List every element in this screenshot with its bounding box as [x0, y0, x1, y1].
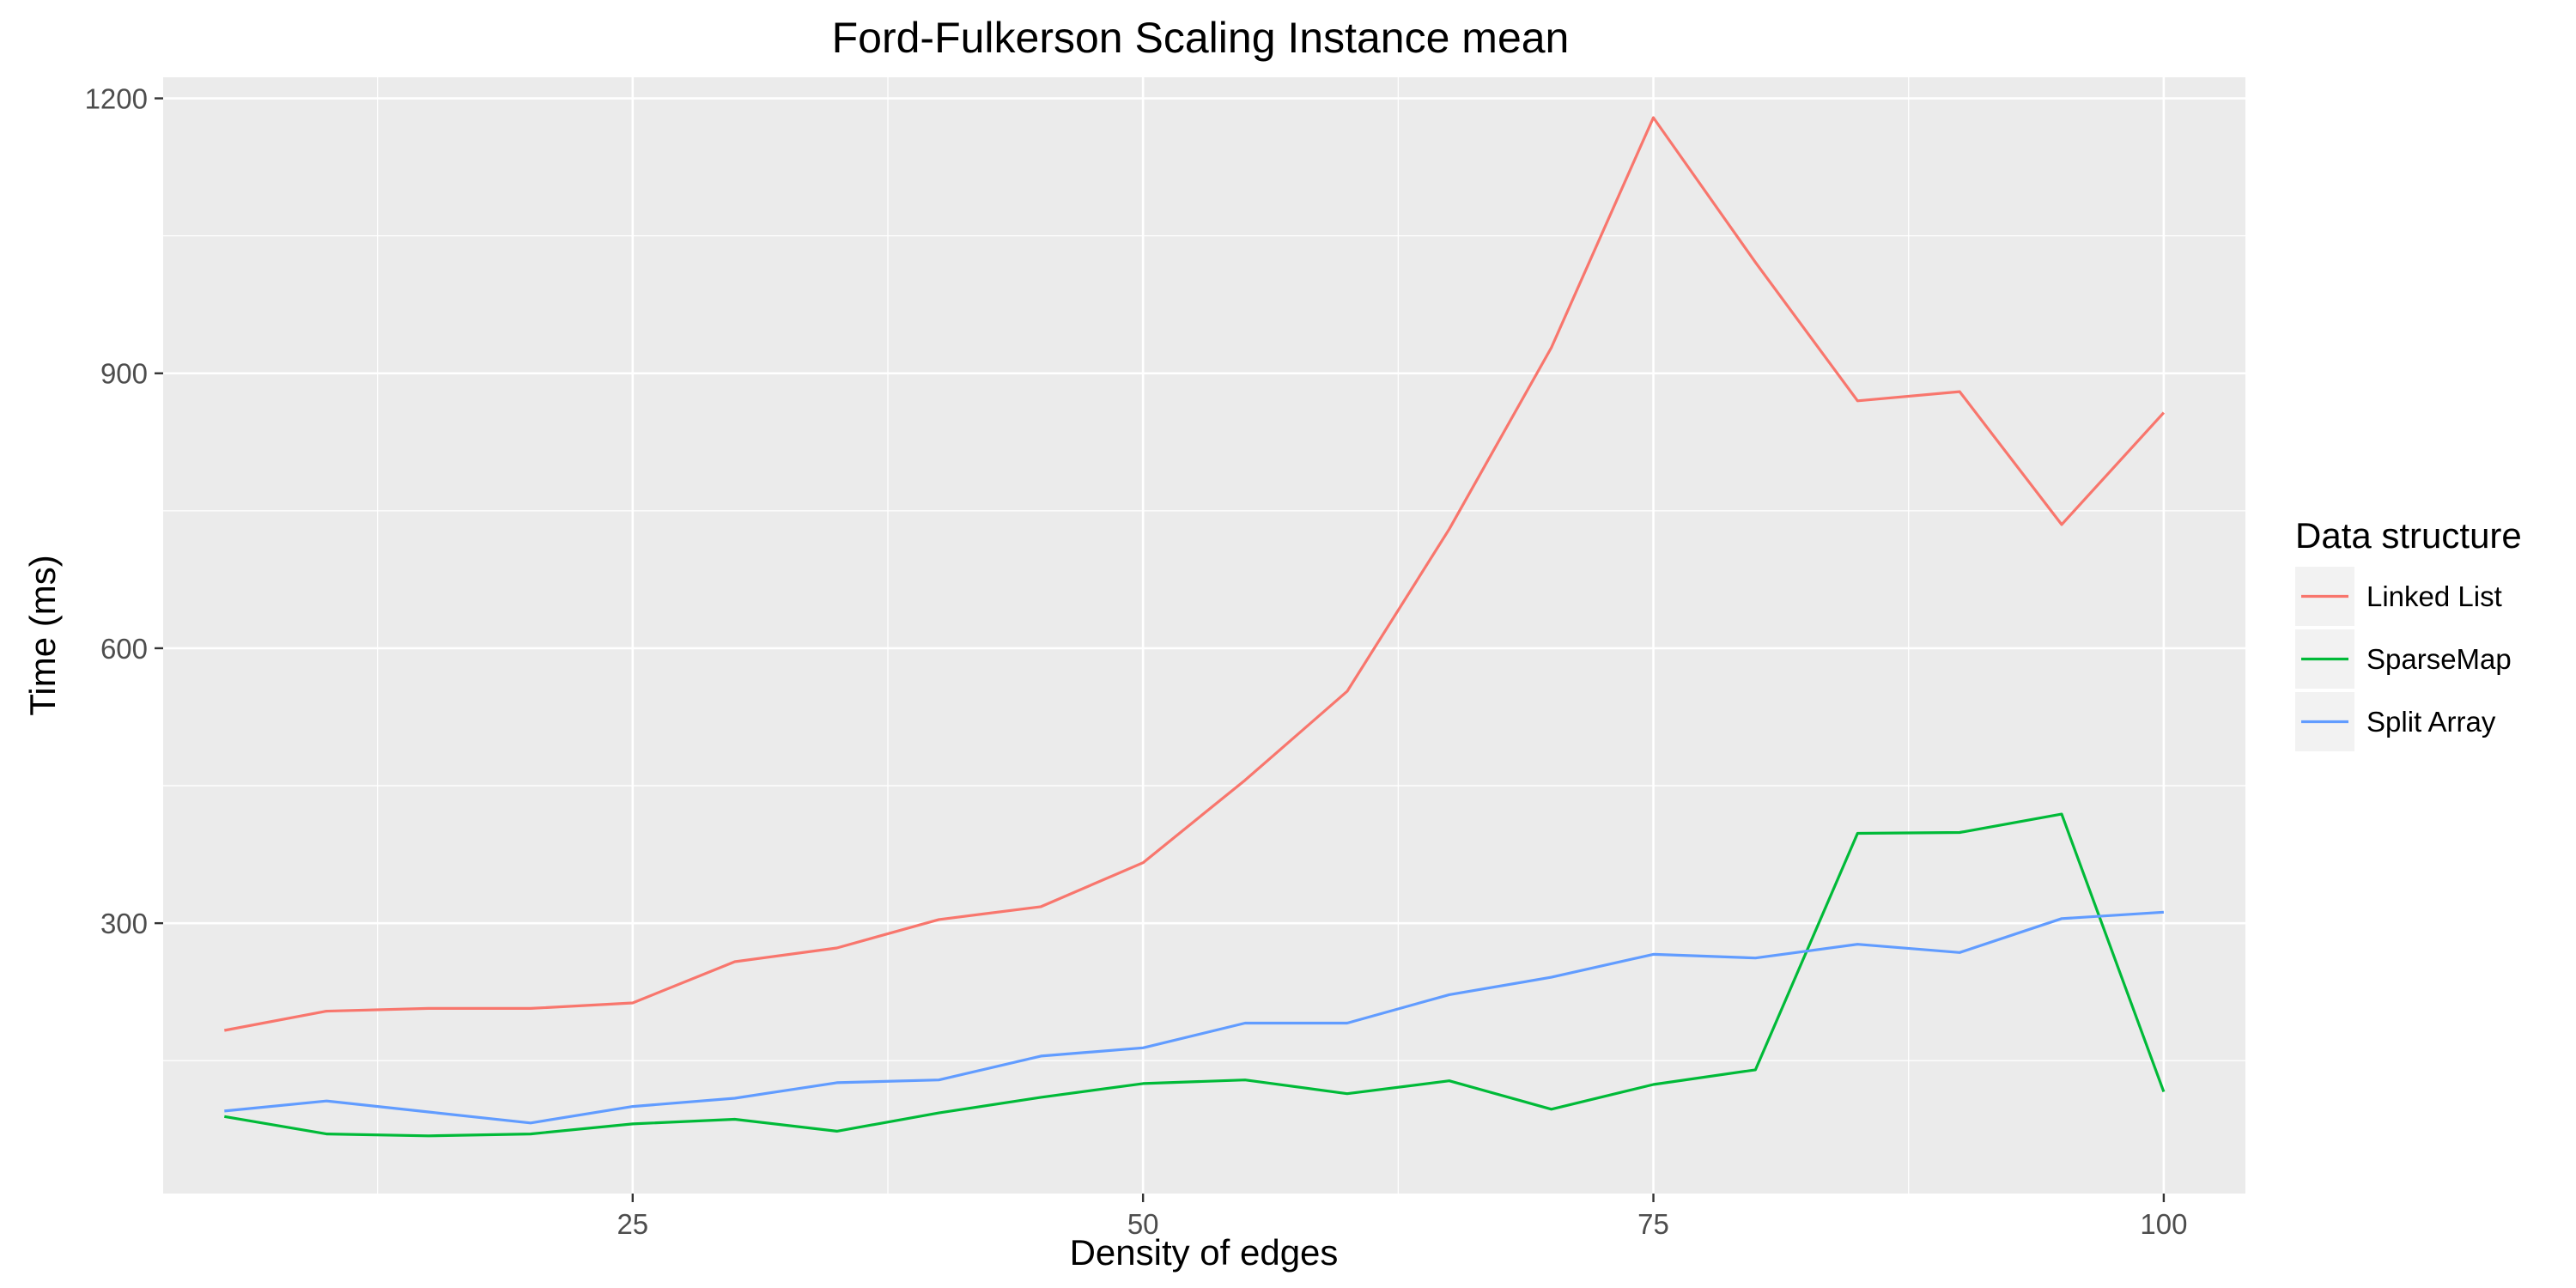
x-tick-label: 50	[1127, 1208, 1159, 1240]
series-line	[224, 116, 2166, 1032]
legend: Data structure Linked List SparseMap Split…	[2295, 515, 2522, 751]
y-axis-title: Time (ms)	[22, 555, 63, 715]
minor-gridlines	[163, 77, 2245, 1194]
x-tick-label: 100	[2140, 1208, 2187, 1240]
legend-label: Split Array	[2366, 706, 2496, 738]
x-tick-label: 75	[1637, 1208, 1669, 1240]
y-tick-label: 600	[100, 633, 148, 665]
x-tick-label: 25	[617, 1208, 648, 1240]
legend-label: Linked List	[2366, 580, 2502, 612]
major-gridlines	[163, 77, 2245, 1194]
series-lines	[224, 116, 2166, 1138]
y-tick-label: 300	[100, 908, 148, 939]
legend-label: SparseMap	[2366, 643, 2512, 675]
x-axis-title: Density of edges	[1070, 1232, 1339, 1273]
chart-title: Ford-Fulkerson Scaling Instance mean	[832, 14, 1570, 62]
y-tick-label: 1200	[85, 83, 148, 115]
legend-title: Data structure	[2295, 515, 2522, 556]
series-line	[224, 910, 2165, 1125]
x-axis: 25 50 75 100	[617, 1194, 2187, 1240]
series-line	[224, 812, 2166, 1138]
y-axis: 300 600 900 1200	[85, 83, 163, 939]
plot-panel	[163, 77, 2245, 1194]
y-tick-label: 900	[100, 358, 148, 390]
